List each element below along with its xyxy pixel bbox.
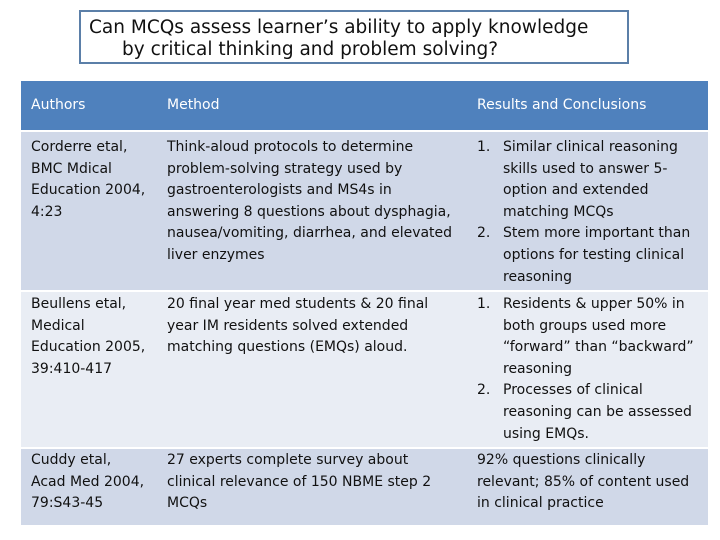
method-cell: 20 final year med students & 20 final ye… <box>157 291 467 449</box>
header-method: Method <box>157 81 467 132</box>
list-text: Processes of clinical reasoning can be a… <box>503 382 692 442</box>
results-cell: 1. Similar clinical reasoning skills used… <box>467 131 708 292</box>
header-authors: Authors <box>21 81 157 132</box>
results-cell: 1. Residents & upper 50% in both groups u… <box>467 291 708 449</box>
list-number: 1. <box>477 296 491 312</box>
header-results: Results and Conclusions <box>467 81 708 132</box>
list-item: 2. Processes of clinical reasoning can be… <box>477 380 698 445</box>
list-item: 1. Residents & upper 50% in both groups u… <box>477 294 698 380</box>
authors-cell: Beullens etal, Medical Education 2005, 3… <box>21 291 157 449</box>
table-header-row: Authors Method Results and Conclusions <box>21 81 708 132</box>
table-row: Cuddy etal, Acad Med 2004, 79:S43-45 27 … <box>21 448 708 527</box>
slide-title: Can MCQs assess learner’s ability to app… <box>79 10 629 64</box>
title-line-1: Can MCQs assess learner’s ability to app… <box>89 17 589 38</box>
method-cell: Think-aloud protocols to determine probl… <box>157 131 467 292</box>
list-text: Stem more important than options for tes… <box>503 225 691 285</box>
list-number: 2. <box>477 382 491 399</box>
table-row: Beullens etal, Medical Education 2005, 3… <box>21 291 708 449</box>
list-number: 1. <box>477 139 491 155</box>
title-line-2: by critical thinking and problem solving… <box>122 39 499 60</box>
method-cell: 27 experts complete survey about clinica… <box>157 448 467 527</box>
list-text: Similar clinical reasoning skills used t… <box>503 139 678 220</box>
results-cell: 92% questions clinically relevant; 85% o… <box>467 448 708 527</box>
studies-table: Authors Method Results and Conclusions C… <box>21 81 708 527</box>
table-row: Corderre etal, BMC Mdical Education 2004… <box>21 131 708 292</box>
results-list: 1. Similar clinical reasoning skills used… <box>477 137 698 288</box>
list-item: 1. Similar clinical reasoning skills used… <box>477 137 698 223</box>
authors-cell: Cuddy etal, Acad Med 2004, 79:S43-45 <box>21 448 157 527</box>
authors-cell: Corderre etal, BMC Mdical Education 2004… <box>21 131 157 292</box>
list-item: 2. Stem more important than options for t… <box>477 223 698 288</box>
list-text: Residents & upper 50% in both groups use… <box>503 296 694 377</box>
results-list: 1. Residents & upper 50% in both groups u… <box>477 294 698 445</box>
list-number: 2. <box>477 225 491 242</box>
